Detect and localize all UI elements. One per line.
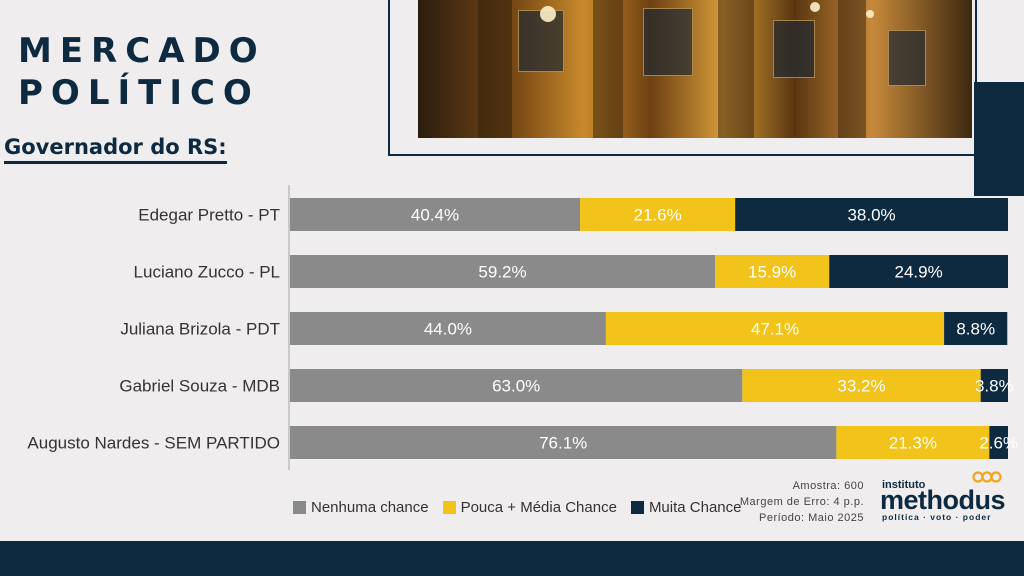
legend-swatch-nenhuma bbox=[293, 501, 306, 514]
bar-segment bbox=[605, 312, 945, 345]
stacked-bar-chart: Edegar Pretto - PT 40.4% 21.6% 38.0% Luciano… bbox=[27, 185, 1018, 470]
footer-bar bbox=[0, 541, 1024, 576]
brand-title-line2: POLÍTICO bbox=[18, 73, 260, 113]
bar-segment bbox=[829, 255, 1008, 288]
legend-label-nenhuma: Nenhuma chance bbox=[311, 499, 429, 516]
bar-segment bbox=[989, 426, 1008, 459]
decor-block bbox=[974, 82, 1024, 196]
chart-subtitle: Governador do RS: bbox=[4, 135, 227, 164]
data-label: 3.8% bbox=[975, 377, 1014, 396]
data-label: 63.0% bbox=[492, 377, 540, 396]
data-label: 38.0% bbox=[847, 206, 895, 225]
data-label: 2.6% bbox=[979, 434, 1018, 453]
data-label: 8.8% bbox=[956, 320, 995, 339]
brand-title-line1: MERCADO bbox=[18, 31, 266, 71]
bar-segment bbox=[290, 312, 606, 345]
category-label: Luciano Zucco - PL bbox=[134, 263, 280, 282]
legend-swatch-muita bbox=[630, 501, 644, 514]
data-label: 24.9% bbox=[895, 263, 943, 282]
bar-segment bbox=[980, 369, 1008, 402]
data-label: 44.0% bbox=[424, 320, 472, 339]
legend-item-nenhuma: Nenhuma chance bbox=[293, 499, 429, 516]
logo-sub-text: política · voto · poder bbox=[882, 512, 992, 522]
bar-segment bbox=[290, 426, 837, 459]
chart-legend: Nenhuma chance Pouca + Média Chance Muit… bbox=[293, 499, 742, 516]
logo-main-text: methodus bbox=[880, 485, 1006, 515]
category-label: Edegar Pretto - PT bbox=[138, 206, 280, 225]
category-label: Juliana Brizola - PDT bbox=[120, 320, 280, 339]
bar-segment bbox=[580, 198, 736, 231]
category-label: Gabriel Souza - MDB bbox=[119, 377, 280, 396]
data-label: 21.3% bbox=[889, 434, 937, 453]
legend-label-muita: Muita Chance bbox=[648, 499, 742, 516]
methodus-logo: instituto methodus política · voto · pod… bbox=[880, 470, 1010, 526]
building-photo bbox=[418, 0, 972, 138]
bar-segment bbox=[836, 426, 990, 459]
survey-meta: Amostra: 600 Margem de Erro: 4 p.p. Perí… bbox=[722, 478, 864, 526]
data-label: 15.9% bbox=[748, 263, 796, 282]
bar-segment bbox=[742, 369, 981, 402]
category-label: Augusto Nardes - SEM PARTIDO bbox=[27, 434, 280, 453]
photo-frame bbox=[388, 0, 977, 156]
data-label: 59.2% bbox=[478, 263, 526, 282]
legend-label-pouca-media: Pouca + Média Chance bbox=[460, 499, 617, 516]
data-label: 40.4% bbox=[411, 206, 459, 225]
bar-segment bbox=[290, 198, 581, 231]
brand-title: MERCADO POLÍTICO bbox=[18, 30, 266, 114]
bar-segment bbox=[290, 255, 716, 288]
data-label: 33.2% bbox=[837, 377, 885, 396]
meta-sample: Amostra: 600 bbox=[792, 480, 864, 492]
bar-segment bbox=[715, 255, 830, 288]
logo-top-text: instituto bbox=[882, 479, 926, 491]
data-label: 47.1% bbox=[751, 320, 799, 339]
bar-segment bbox=[944, 312, 1008, 345]
bar-segment bbox=[735, 198, 1008, 231]
meta-margin: Margem de Erro: 4 p.p. bbox=[739, 496, 864, 508]
data-label: 76.1% bbox=[539, 434, 587, 453]
data-label: 21.6% bbox=[634, 206, 682, 225]
meta-period: Período: Maio 2025 bbox=[758, 512, 864, 524]
bar-segment bbox=[290, 369, 743, 402]
infinity-chain-icon bbox=[972, 471, 1002, 483]
legend-swatch-pouca-media bbox=[442, 501, 456, 514]
legend-item-muita: Muita Chance bbox=[630, 499, 742, 516]
legend-item-pouca-media: Pouca + Média Chance bbox=[442, 499, 617, 516]
